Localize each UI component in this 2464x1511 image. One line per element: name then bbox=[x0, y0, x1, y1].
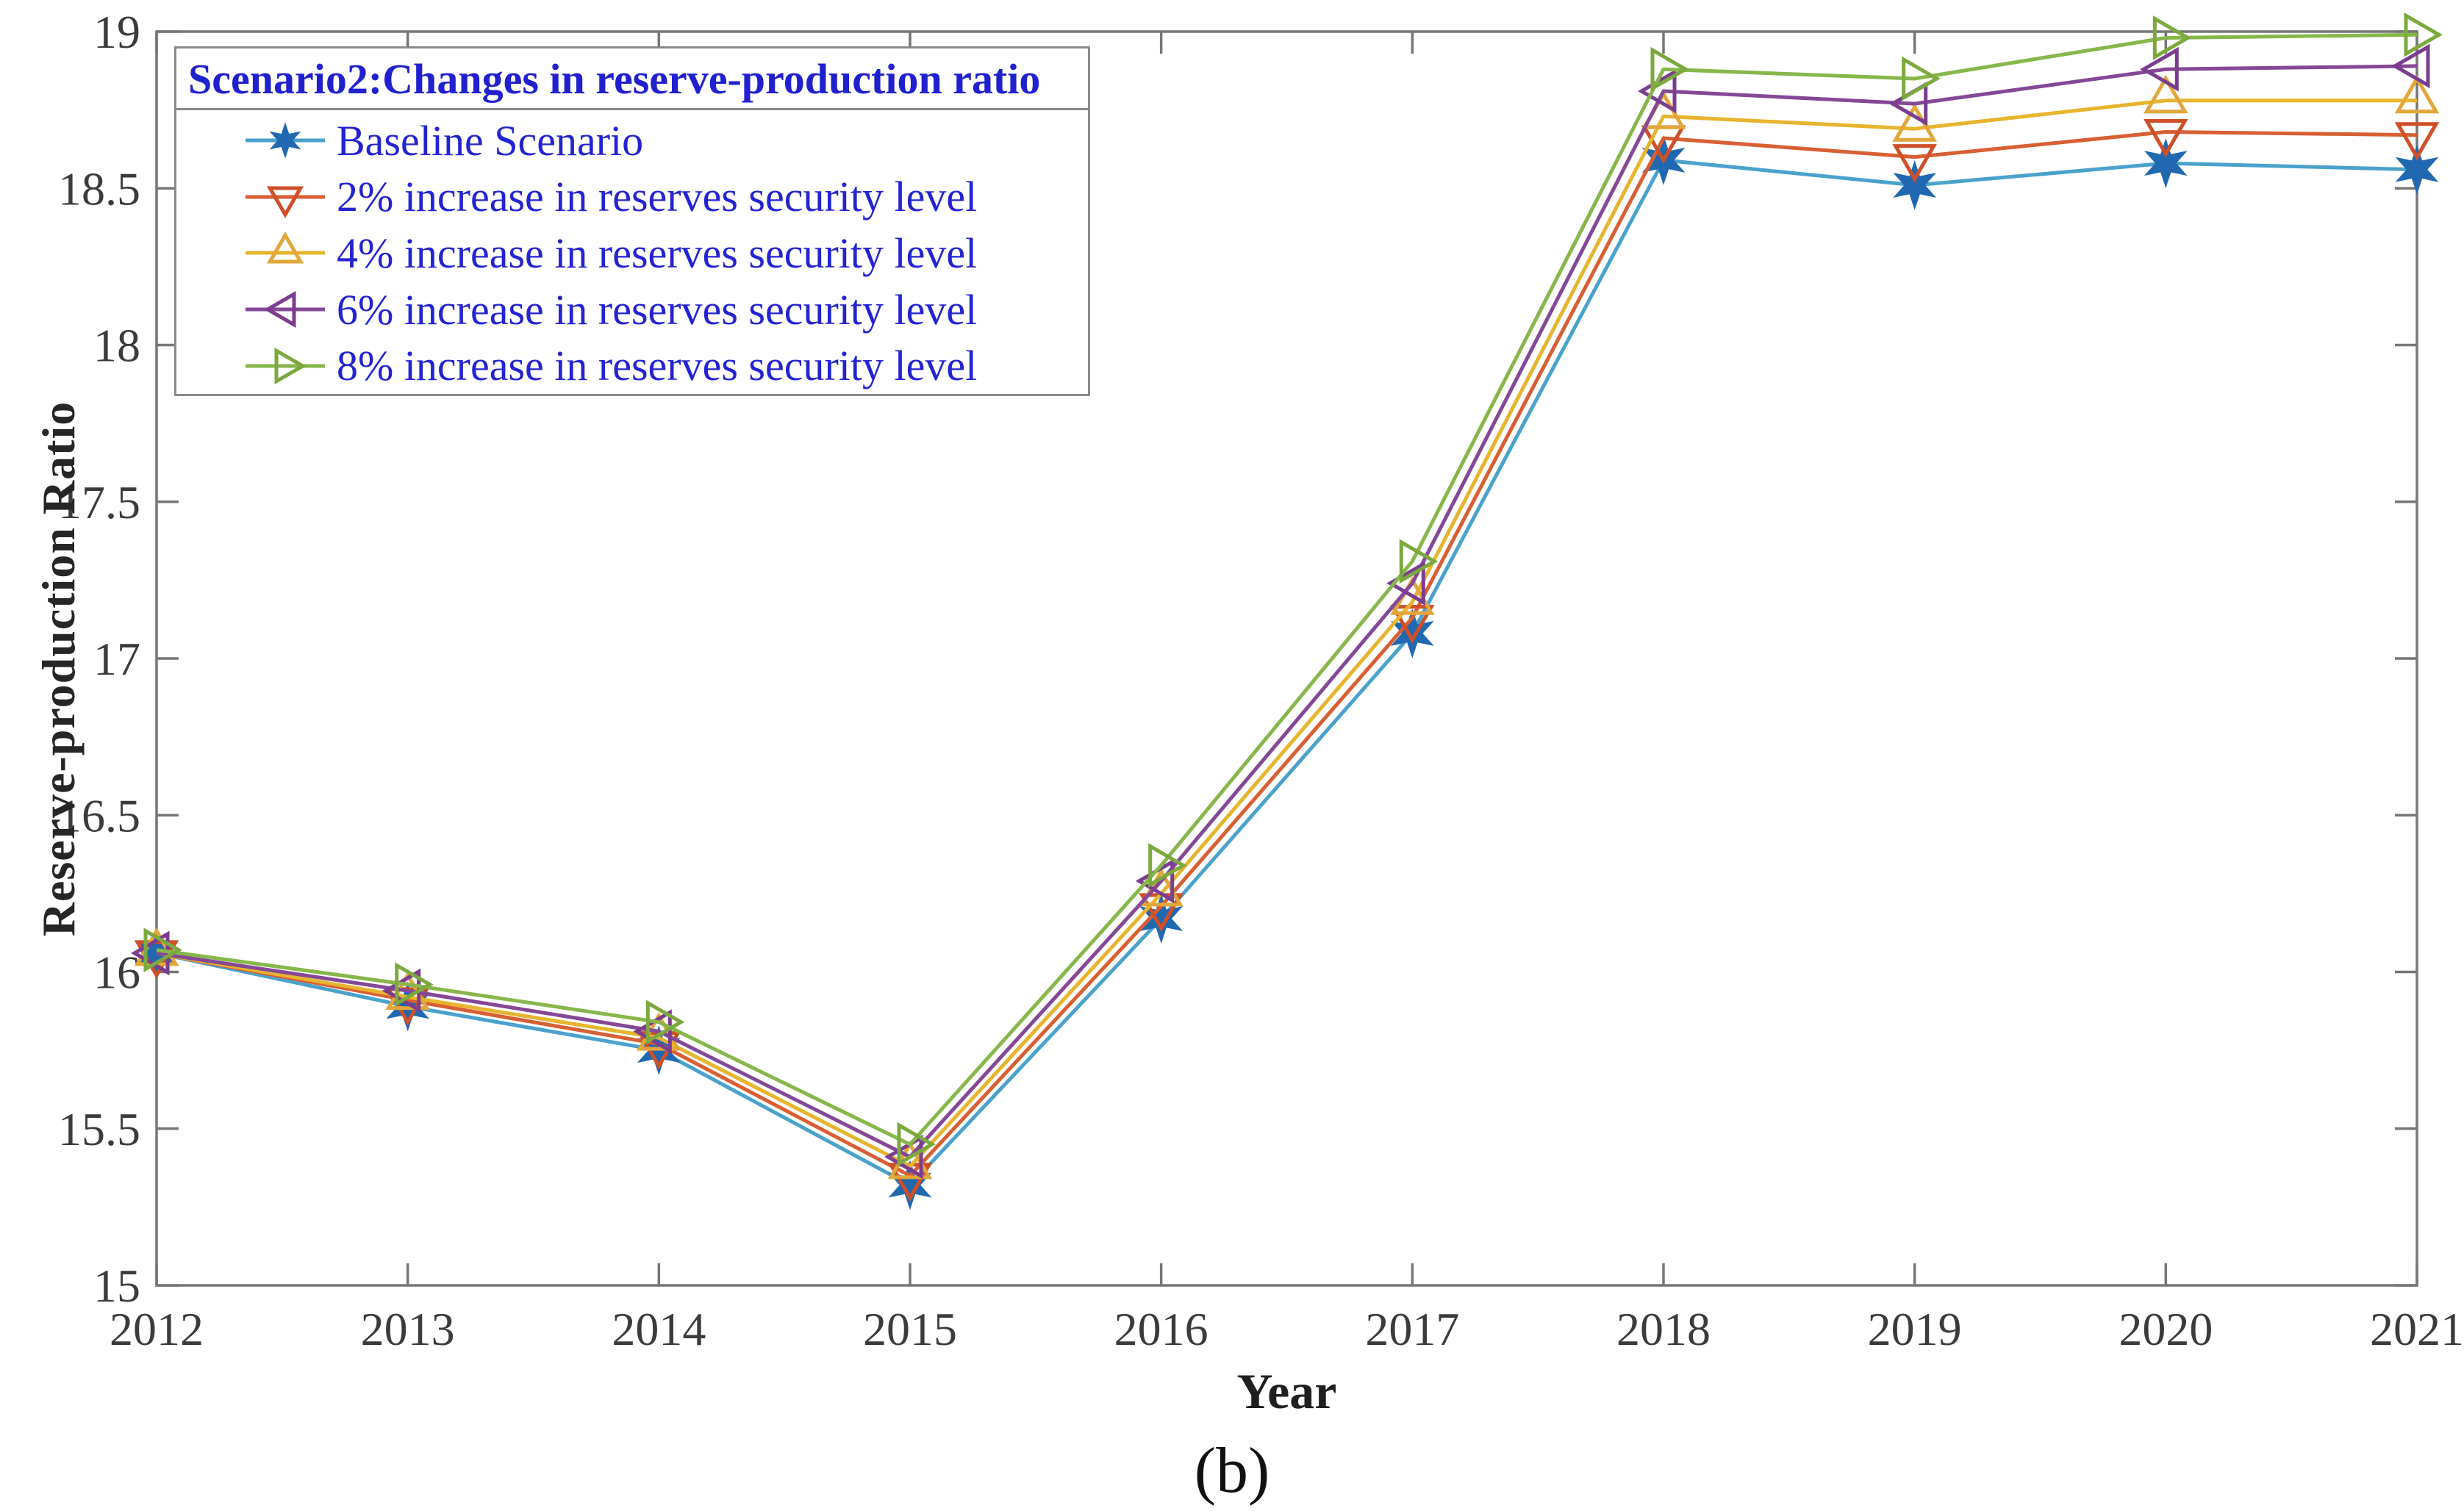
legend-item-2pct: 2% increase in reserves security level bbox=[176, 172, 1088, 221]
series-4 bbox=[143, 12, 2443, 1167]
marker-star6 bbox=[2395, 144, 2439, 195]
legend-label: 8% increase in reserves security level bbox=[337, 342, 978, 390]
triangle-left-line-marker-icon bbox=[246, 290, 325, 329]
triangle-down-line-marker-icon bbox=[246, 186, 325, 218]
x-tick-label: 2019 bbox=[1868, 1303, 1962, 1355]
x-tick-label: 2015 bbox=[863, 1303, 957, 1355]
marker-triangle-down bbox=[2144, 119, 2188, 158]
y-tick-label: 18.5 bbox=[58, 162, 140, 215]
x-tick-label: 2014 bbox=[612, 1303, 706, 1355]
marker-triangle-left bbox=[1386, 561, 1425, 606]
marker-triangle-up bbox=[1892, 103, 1937, 142]
marker-star6 bbox=[2144, 138, 2188, 189]
legend: Scenario2:Changes in reserve-production … bbox=[174, 46, 1090, 396]
marker-triangle-right bbox=[897, 1121, 936, 1167]
marker-star6 bbox=[1139, 894, 1183, 944]
y-tick-label: 17.5 bbox=[58, 476, 140, 528]
marker-triangle-left bbox=[2391, 43, 2430, 89]
marker-triangle-down bbox=[1390, 605, 1435, 644]
triangle-up-line-marker-icon bbox=[246, 232, 325, 264]
y-tick-label: 19 bbox=[93, 6, 140, 58]
marker-triangle-down bbox=[266, 186, 304, 218]
legend-item-6pct: 6% increase in reserves security level bbox=[176, 285, 1088, 334]
y-tick-label: 16.5 bbox=[58, 789, 140, 841]
marker-triangle-right bbox=[274, 347, 307, 384]
triangle-right-line-marker-icon bbox=[246, 347, 325, 384]
marker-triangle-right bbox=[1902, 56, 1941, 101]
marker-triangle-left bbox=[264, 290, 296, 329]
legend-item-4pct: 4% increase in reserves security level bbox=[176, 229, 1088, 278]
baseline-line-marker-icon bbox=[246, 122, 325, 159]
marker-triangle-right bbox=[395, 962, 434, 1007]
marker-triangle-left bbox=[884, 1134, 923, 1180]
marker-star6 bbox=[1893, 160, 1937, 210]
legend-item-baseline: Baseline Scenario bbox=[176, 116, 1088, 165]
y-tick-label: 16 bbox=[93, 947, 140, 999]
marker-triangle-up bbox=[266, 232, 304, 264]
legend-label: 6% increase in reserves security level bbox=[337, 285, 978, 334]
series-line-4 bbox=[156, 32, 2418, 1146]
marker-triangle-right bbox=[645, 999, 685, 1045]
marker-triangle-left bbox=[2140, 46, 2179, 92]
marker-triangle-right bbox=[1399, 539, 1439, 584]
x-tick-label: 2017 bbox=[1365, 1303, 1459, 1355]
x-axis-title: Year bbox=[1236, 1363, 1337, 1419]
y-tick-label: 15 bbox=[93, 1260, 140, 1312]
legend-label: 4% increase in reserves security level bbox=[337, 229, 978, 277]
marker-star6 bbox=[269, 122, 301, 159]
series-line-1 bbox=[156, 130, 2418, 1178]
legend-title: Scenario2:Changes in reserve-production … bbox=[176, 49, 1088, 110]
legend-label: 2% increase in reserves security level bbox=[337, 173, 978, 221]
series-line-0 bbox=[156, 158, 2418, 1187]
marker-triangle-right bbox=[1148, 843, 1187, 888]
marker-triangle-down bbox=[2394, 122, 2440, 161]
marker-triangle-right bbox=[143, 927, 183, 972]
legend-label: Baseline Scenario bbox=[337, 116, 644, 165]
x-tick-label: 2020 bbox=[2119, 1303, 2213, 1355]
marker-triangle-up bbox=[2394, 74, 2440, 114]
figure-caption: (b) bbox=[1194, 1435, 1270, 1507]
y-tick-label: 15.5 bbox=[58, 1103, 140, 1155]
y-tick-label: 18 bbox=[93, 320, 140, 372]
series-line-2 bbox=[156, 98, 2417, 1169]
legend-item-8pct: 8% increase in reserves security level bbox=[176, 341, 1088, 390]
y-tick-label: 17 bbox=[93, 633, 140, 685]
x-tick-label: 2018 bbox=[1616, 1303, 1711, 1355]
marker-triangle-right bbox=[2404, 12, 2443, 57]
y-axis-title: Reserve-production Ratio bbox=[32, 401, 85, 937]
series-line-3 bbox=[156, 64, 2418, 1159]
x-tick-label: 2012 bbox=[110, 1303, 204, 1355]
legend-items: Baseline Scenario 2% increase in reserve… bbox=[176, 112, 1088, 394]
x-tick-label: 2016 bbox=[1114, 1303, 1208, 1355]
marker-triangle-right bbox=[1650, 46, 1689, 92]
marker-triangle-right bbox=[2152, 15, 2192, 60]
x-tick-label: 2013 bbox=[361, 1303, 455, 1355]
marker-triangle-down bbox=[1892, 144, 1937, 183]
x-tick-label: 2021 bbox=[2370, 1303, 2464, 1355]
marker-triangle-up bbox=[2144, 74, 2188, 114]
